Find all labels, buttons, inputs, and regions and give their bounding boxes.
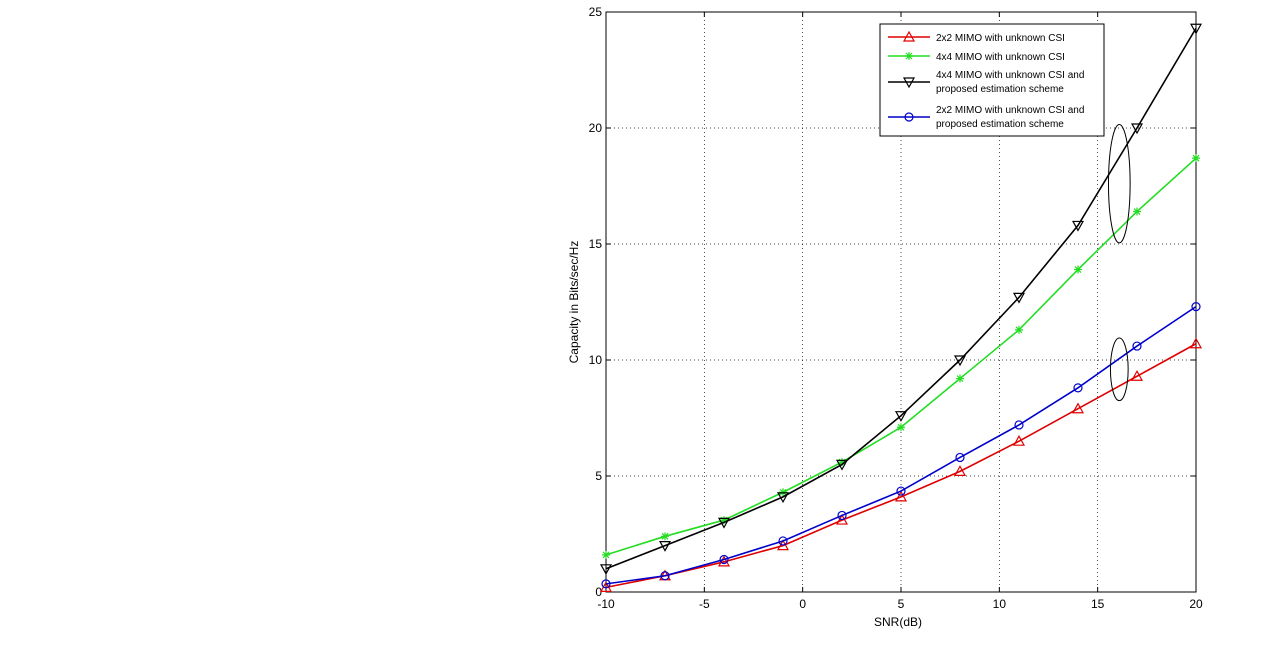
data-point <box>1133 207 1141 216</box>
data-point <box>1071 220 1085 232</box>
series-line <box>605 305 1197 585</box>
data-point <box>956 374 964 383</box>
data-point <box>1191 302 1201 312</box>
data-point <box>1073 383 1083 393</box>
annotation-layer <box>1107 124 1131 402</box>
legend-marker <box>902 30 916 42</box>
data-point <box>835 459 849 471</box>
data-point <box>835 513 849 525</box>
legend-label: 2x2 MIMO with unknown CSI <box>936 33 1065 44</box>
data-point <box>776 492 790 504</box>
x-tick-label: -10 <box>597 597 615 611</box>
data-point <box>602 550 610 559</box>
x-tick-label: 0 <box>799 597 806 611</box>
legend-label: 4x4 MIMO with unknown CSI and <box>936 70 1084 81</box>
y-tick-label: 10 <box>589 353 603 367</box>
data-point <box>776 539 790 551</box>
series-4 <box>601 302 1201 589</box>
y-tick-label: 25 <box>589 5 603 19</box>
data-point <box>897 423 905 432</box>
data-point <box>1071 402 1085 414</box>
data-point <box>1189 337 1203 349</box>
data-point <box>1012 292 1026 304</box>
data-point <box>779 488 787 497</box>
data-point <box>601 579 611 589</box>
legend: 2x2 MIMO with unknown CSI 4x4 MIMO with u… <box>879 23 1105 137</box>
data-point <box>1189 23 1203 35</box>
data-point <box>720 516 728 525</box>
data-point <box>717 517 731 529</box>
data-point <box>896 486 906 496</box>
series-3 <box>599 23 1203 576</box>
annotation-ellipse <box>1107 124 1131 244</box>
series-line <box>605 343 1197 589</box>
data-point <box>660 571 670 581</box>
x-axis-label: SNR(dB) <box>874 615 922 629</box>
legend-entry-3: 4x4 MIMO with unknown CSI and proposed es… <box>888 70 1084 95</box>
data-point <box>1130 370 1144 381</box>
x-tick-label: 5 <box>898 597 905 611</box>
data-point <box>1012 434 1026 446</box>
annotation-ellipse <box>1109 337 1129 402</box>
legend-entry-4: 2x2 MIMO with unknown CSI and proposed es… <box>888 105 1084 130</box>
data-point <box>955 452 965 463</box>
x-tick-label: 10 <box>993 597 1007 611</box>
data-point <box>661 532 669 541</box>
legend-label: 2x2 MIMO with unknown CSI and <box>936 105 1084 116</box>
data-point <box>1130 123 1144 135</box>
data-point <box>894 411 908 422</box>
legend-entry-2: 4x4 MIMO with unknown CSI <box>888 52 1065 63</box>
data-point <box>1132 341 1142 351</box>
data-point <box>778 536 788 546</box>
series-line <box>605 27 1197 570</box>
data-point <box>837 510 847 521</box>
data-point <box>1074 265 1082 274</box>
data-point <box>719 554 729 565</box>
x-tick-label: 15 <box>1091 597 1105 611</box>
legend-entry-1: 2x2 MIMO with unknown CSI <box>888 30 1065 44</box>
data-point <box>1015 325 1023 334</box>
data-point <box>658 540 672 552</box>
data-point <box>953 355 967 367</box>
y-tick-label: 15 <box>589 237 603 251</box>
data-point <box>717 555 731 567</box>
legend-label: proposed estimation scheme <box>936 119 1064 130</box>
x-tick-label: 20 <box>1189 597 1203 611</box>
axis-ticks: -10 -5 0 5 10 15 20 0 5 10 15 20 25 <box>589 5 1203 611</box>
data-point <box>838 458 846 467</box>
y-tick-label: 20 <box>589 121 603 135</box>
y-axis-label: Capacity in Bits/sec/Hz <box>567 241 581 364</box>
x-tick-label: -5 <box>699 597 710 611</box>
legend-label: 4x4 MIMO with unknown CSI <box>936 52 1065 63</box>
data-point <box>599 564 613 576</box>
series-2 <box>602 154 1200 559</box>
y-tick-label: 0 <box>595 585 602 599</box>
data-point <box>1192 154 1200 163</box>
legend-marker <box>904 112 914 122</box>
series-layer <box>599 23 1203 592</box>
legend-marker <box>902 77 916 89</box>
data-point <box>1014 420 1024 430</box>
legend-marker <box>905 52 913 60</box>
data-point <box>894 490 908 502</box>
legend-label: proposed estimation scheme <box>936 84 1064 95</box>
y-tick-label: 5 <box>595 469 602 483</box>
data-point <box>953 465 967 476</box>
